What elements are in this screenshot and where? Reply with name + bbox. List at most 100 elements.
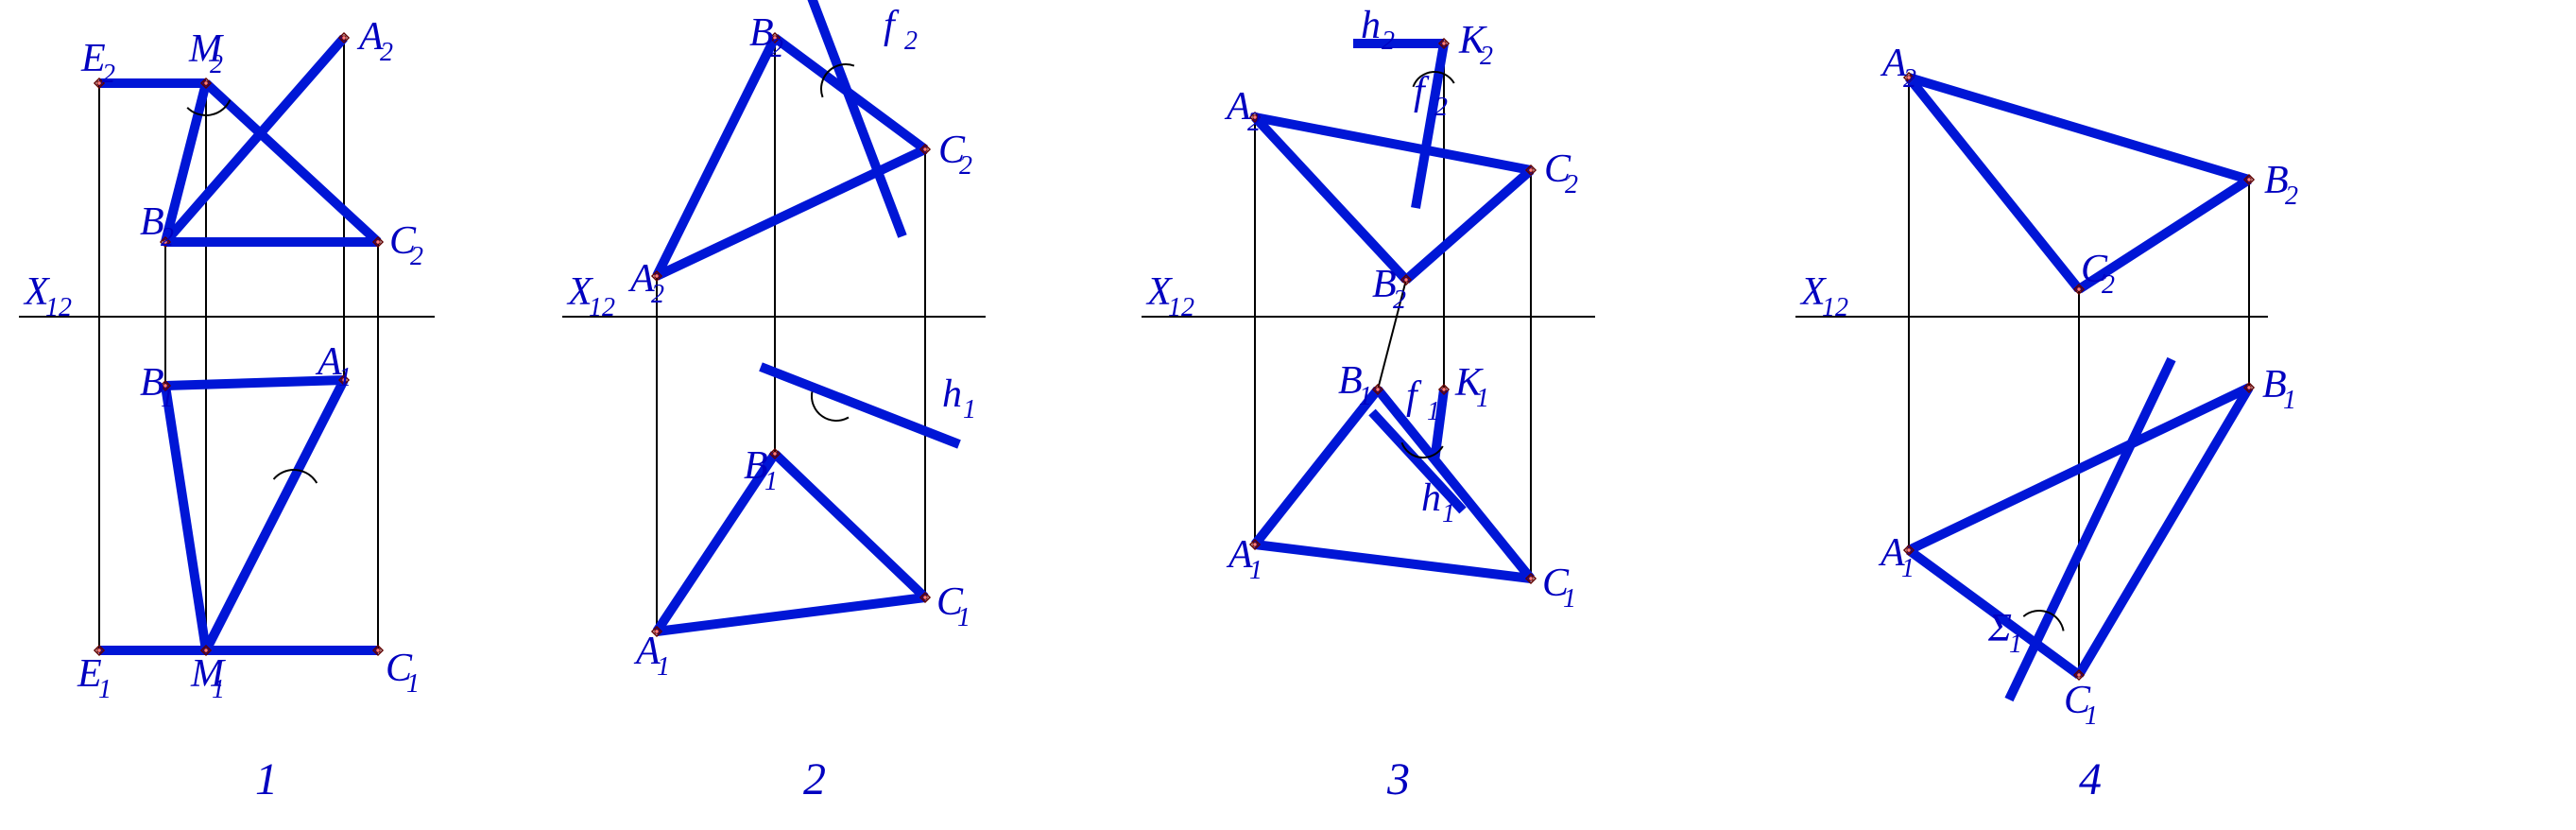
svg-text:2: 2 (2285, 182, 2298, 211)
point-label-K1: K1 (1454, 361, 1489, 413)
svg-text:2: 2 (1565, 170, 1578, 199)
point-label-K2: K2 (1458, 19, 1493, 71)
svg-text:12: 12 (1822, 293, 1848, 322)
svg-text:12: 12 (589, 293, 615, 322)
edge (165, 386, 206, 650)
panel-number: 1 (255, 754, 278, 804)
svg-text:2: 2 (1480, 42, 1493, 71)
point-label-M2: M2 (188, 27, 224, 79)
svg-text:2: 2 (1382, 26, 1395, 56)
point-label-C2: C2 (389, 219, 423, 271)
panel-3: X12K2A2C2B2B1K1A1C1h2f2f1h13 (1142, 4, 1595, 804)
panel-number: 4 (2079, 754, 2102, 804)
svg-text:2: 2 (161, 223, 174, 252)
point-label-A1: A1 (633, 630, 670, 682)
aux-label: h1 (942, 372, 976, 424)
svg-text:1: 1 (406, 669, 420, 699)
edge (206, 380, 344, 650)
svg-text:1: 1 (338, 363, 352, 392)
svg-text:h: h (1421, 476, 1441, 520)
svg-text:f: f (1414, 70, 1430, 113)
svg-text:2: 2 (904, 26, 918, 56)
point-label-B1: B1 (2262, 363, 2296, 415)
edge (775, 454, 925, 597)
svg-text:1: 1 (98, 675, 112, 704)
edge (1255, 389, 1378, 545)
point-label-C1: C1 (386, 647, 420, 699)
svg-text:1: 1 (2085, 701, 2098, 731)
edge (657, 38, 775, 276)
svg-text:1: 1 (1359, 382, 1372, 411)
geometry-diagram-canvas: X12E2M2A2B2C2A1B1E1M1C11X12B2C2A2B1A1C1f… (0, 0, 2576, 830)
svg-text:1: 1 (1563, 584, 1576, 614)
svg-text:2: 2 (1247, 108, 1261, 137)
aux-label: f2 (884, 4, 918, 56)
point-label-B1: B1 (1338, 359, 1372, 411)
point-label-A2: A2 (1880, 42, 1916, 94)
svg-text:f: f (884, 4, 900, 47)
axis-label: X12 (1145, 270, 1194, 322)
svg-text:1: 1 (1427, 397, 1440, 426)
svg-text:1: 1 (957, 603, 970, 632)
point-label-E1: E1 (77, 652, 112, 704)
svg-text:2: 2 (651, 280, 664, 309)
edge (1416, 43, 1444, 208)
edge (1372, 412, 1463, 510)
aux-label: Σ1 (1987, 607, 2022, 659)
point-label-A2: A2 (356, 15, 393, 67)
point-label-C1: C1 (936, 580, 970, 632)
svg-text:1: 1 (1476, 384, 1489, 413)
svg-text:2: 2 (770, 34, 783, 63)
panel-1: X12E2M2A2B2C2A1B1E1M1C11 (19, 15, 435, 804)
point-label-C1: C1 (1542, 562, 1576, 614)
svg-text:1: 1 (963, 395, 976, 424)
edge (761, 367, 959, 444)
edge (1909, 78, 2249, 180)
svg-text:2: 2 (410, 242, 423, 271)
svg-text:h: h (942, 372, 962, 416)
svg-text:1: 1 (657, 652, 670, 682)
svg-text:2: 2 (1903, 64, 1916, 94)
svg-text:2: 2 (1434, 93, 1448, 122)
edge (1406, 170, 1531, 280)
svg-text:2: 2 (1393, 285, 1406, 315)
panel-2: X12B2C2A2B1A1C1f2h12 (562, 0, 986, 804)
svg-text:1: 1 (1442, 499, 1455, 528)
svg-text:12: 12 (45, 293, 72, 322)
axis-label: X12 (1799, 270, 1848, 322)
point-label-C1: C1 (2064, 679, 2098, 731)
axis-label: X12 (566, 270, 615, 322)
point-label-C2: C2 (938, 129, 972, 181)
svg-text:h: h (1361, 4, 1381, 47)
svg-text:1: 1 (1249, 556, 1262, 585)
edge (1255, 545, 1531, 579)
point-label-B2: B2 (140, 200, 174, 252)
svg-text:2: 2 (2102, 270, 2115, 300)
edge (1909, 78, 2079, 289)
svg-text:1: 1 (212, 675, 225, 704)
svg-text:2: 2 (210, 50, 223, 79)
svg-text:f: f (1406, 374, 1422, 418)
point-label-C2: C2 (1544, 147, 1578, 199)
svg-text:1: 1 (764, 467, 778, 496)
edge (657, 149, 925, 276)
axis-label: X12 (23, 270, 72, 322)
svg-text:1: 1 (1901, 554, 1915, 583)
aux-label: f1 (1406, 374, 1440, 426)
svg-text:2: 2 (380, 38, 393, 67)
point-label-B1: B1 (140, 361, 174, 413)
svg-text:1: 1 (2283, 386, 2296, 415)
point-label-B2: B2 (2264, 159, 2298, 211)
svg-text:2: 2 (959, 151, 972, 181)
svg-text:2: 2 (102, 60, 115, 89)
point-label-C2: C2 (2081, 248, 2115, 300)
point-label-A2: A2 (1224, 85, 1261, 137)
panel-4: X12A2B2C2B1A1C1Σ14 (1795, 42, 2298, 804)
svg-text:1: 1 (2009, 630, 2022, 659)
edge (1378, 389, 1531, 579)
point-label-E2: E2 (80, 37, 115, 89)
panel-number: 3 (1386, 754, 1410, 804)
panel-number: 2 (803, 754, 826, 804)
edge (657, 597, 925, 631)
point-label-M1: M1 (190, 652, 226, 704)
